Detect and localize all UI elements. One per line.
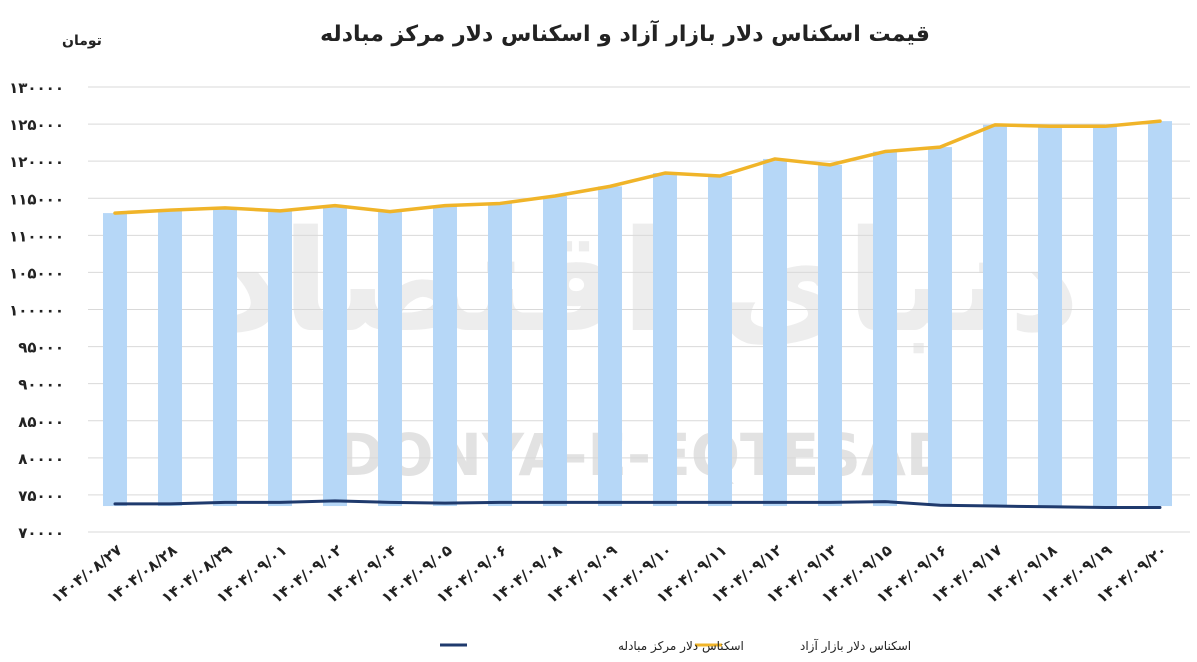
y-tick-label: ۹۰۰۰۰ bbox=[18, 376, 64, 394]
bar bbox=[323, 205, 347, 507]
bar bbox=[598, 186, 622, 507]
bar bbox=[1148, 121, 1172, 507]
bar bbox=[653, 173, 677, 507]
y-tick-label: ۱۲۵۰۰۰ bbox=[9, 116, 64, 134]
bar-series bbox=[103, 121, 1172, 507]
y-tick-label: ۸۰۰۰۰ bbox=[18, 450, 64, 468]
y-tick-label: ۷۵۰۰۰ bbox=[18, 487, 64, 505]
y-axis-ticks: ۷۰۰۰۰ ۷۵۰۰۰ ۸۰۰۰۰ ۸۵۰۰۰ ۹۰۰۰۰ ۹۵۰۰۰ ۱۰۰۰۰۰ ۱۰۵۰… bbox=[9, 79, 64, 542]
line-exchange-center bbox=[113, 499, 1162, 510]
bar bbox=[103, 213, 127, 507]
line-series bbox=[113, 119, 1162, 510]
x-axis-ticks: ۱۴۰۴/۰۸/۲۷۱۴۰۴/۰۸/۲۸۱۴۰۴/۰۸/۲۹۱۴۰۴/۰۹/۰۱… bbox=[48, 541, 1170, 607]
bar bbox=[488, 203, 512, 507]
legend-label-free-market: اسکناس دلار بازار آزاد bbox=[800, 638, 911, 654]
bar bbox=[1038, 126, 1062, 507]
bar bbox=[708, 176, 732, 507]
bar bbox=[268, 210, 292, 507]
bar bbox=[378, 211, 402, 507]
legend-label-exchange-center: اسکناس دلار مرکز مبادله bbox=[618, 639, 744, 654]
bar bbox=[818, 164, 842, 507]
legend: اسکناس دلار بازار آزاد اسکناس دلار مرکز … bbox=[440, 638, 911, 654]
line-free-market bbox=[113, 119, 1162, 215]
bar bbox=[983, 124, 1007, 507]
y-tick-label: ۱۰۰۰۰۰ bbox=[9, 302, 64, 320]
y-tick-label: ۱۳۰۰۰۰ bbox=[9, 79, 64, 97]
bar bbox=[928, 147, 952, 507]
y-tick-label: ۸۵۰۰۰ bbox=[18, 413, 64, 431]
bar bbox=[543, 196, 567, 507]
y-axis-unit: تومان bbox=[62, 33, 102, 49]
y-tick-label: ۷۰۰۰۰ bbox=[18, 524, 64, 542]
bar bbox=[158, 210, 182, 507]
bar bbox=[763, 158, 787, 507]
y-tick-label: ۱۲۰۰۰۰ bbox=[9, 153, 64, 171]
bar bbox=[213, 207, 237, 507]
bar bbox=[873, 151, 897, 507]
y-tick-label: ۱۱۰۰۰۰ bbox=[9, 227, 64, 245]
y-tick-label: ۱۱۵۰۰۰ bbox=[9, 190, 64, 208]
watermark-latin: DONYA-E-EQTESAD bbox=[336, 421, 954, 489]
y-tick-label: ۱۰۵۰۰۰ bbox=[9, 264, 64, 282]
bar bbox=[1093, 126, 1117, 507]
y-tick-label: ۹۵۰۰۰ bbox=[18, 339, 64, 357]
bar bbox=[433, 205, 457, 507]
chart-title: قیمت اسکناس دلار بازار آزاد و اسکناس دلا… bbox=[320, 19, 930, 47]
